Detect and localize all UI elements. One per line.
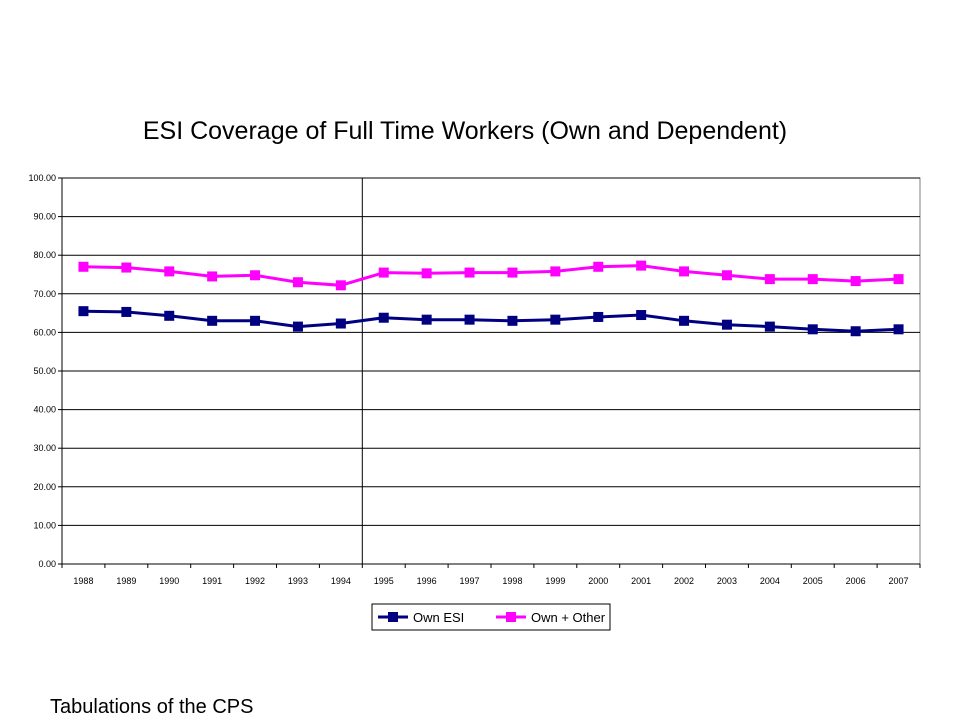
x-tick-label: 1995 bbox=[374, 576, 394, 586]
point-own-other bbox=[636, 260, 647, 271]
footer-note: Tabulations of the CPS bbox=[50, 696, 254, 718]
point-own-other bbox=[250, 270, 261, 281]
y-tick-label: 60.00 bbox=[33, 327, 56, 337]
point-own-other bbox=[378, 267, 389, 278]
plot-area: 0.00 10.00 20.00 30.00 40.00 50.00 60.00 70.00 8… bbox=[28, 173, 921, 586]
x-tick-label: 2002 bbox=[674, 576, 694, 586]
point-own-esi bbox=[164, 310, 175, 321]
series-line-own-esi bbox=[83, 309, 899, 333]
y-tick-label: 80.00 bbox=[33, 250, 56, 260]
y-tick-label: 70.00 bbox=[33, 289, 56, 299]
point-own-esi bbox=[78, 306, 89, 317]
point-own-other bbox=[335, 280, 346, 291]
legend-label-own-other: Own + Other bbox=[531, 610, 606, 625]
point-own-other bbox=[764, 274, 775, 285]
point-own-other bbox=[593, 261, 604, 272]
point-own-other bbox=[893, 274, 904, 285]
x-tick-label: 1999 bbox=[545, 576, 565, 586]
point-own-esi bbox=[207, 315, 218, 326]
legend-swatch-marker-own-esi bbox=[388, 612, 398, 622]
x-tick-label: 2006 bbox=[846, 576, 866, 586]
point-own-esi bbox=[764, 321, 775, 332]
x-tick-label: 1990 bbox=[159, 576, 179, 586]
legend-swatch-marker-own-other bbox=[506, 612, 516, 622]
point-own-other bbox=[292, 277, 303, 288]
point-own-other bbox=[207, 271, 218, 282]
x-tick-label: 2001 bbox=[631, 576, 651, 586]
point-own-esi bbox=[507, 315, 518, 326]
series-line-own-other bbox=[83, 264, 899, 287]
x-tick-label: 1993 bbox=[288, 576, 308, 586]
point-own-esi bbox=[550, 314, 561, 325]
point-own-esi bbox=[335, 318, 346, 329]
y-tick-label: 50.00 bbox=[33, 366, 56, 376]
legend-label-own-esi: Own ESI bbox=[413, 610, 464, 625]
point-own-esi bbox=[636, 310, 647, 321]
legend: Own ESI Own + Other bbox=[371, 603, 611, 631]
point-own-other bbox=[421, 268, 432, 279]
point-own-esi bbox=[679, 315, 690, 326]
x-tick-label: 2004 bbox=[760, 576, 780, 586]
point-own-other bbox=[807, 274, 818, 285]
point-own-esi bbox=[893, 324, 904, 335]
x-tick-label: 1994 bbox=[331, 576, 351, 586]
x-tick-label: 2003 bbox=[717, 576, 737, 586]
point-own-esi bbox=[250, 315, 261, 326]
point-own-esi bbox=[121, 306, 132, 317]
point-own-esi bbox=[593, 311, 604, 322]
x-tick-label: 1997 bbox=[460, 576, 480, 586]
x-tick-label: 1988 bbox=[73, 576, 93, 586]
chart-title: ESI Coverage of Full Time Workers (Own a… bbox=[143, 117, 787, 145]
y-tick-label: 100.00 bbox=[28, 173, 56, 183]
point-own-other bbox=[550, 266, 561, 277]
point-own-other bbox=[721, 270, 732, 281]
point-own-esi bbox=[464, 314, 475, 325]
point-own-other bbox=[121, 262, 132, 273]
y-tick-label: 20.00 bbox=[33, 482, 56, 492]
x-tick-label: 2000 bbox=[588, 576, 608, 586]
point-own-other bbox=[850, 276, 861, 287]
x-tick-label: 1996 bbox=[417, 576, 437, 586]
x-tick-label: 2005 bbox=[803, 576, 823, 586]
y-tick-label: 90.00 bbox=[33, 212, 56, 222]
point-own-esi bbox=[378, 312, 389, 323]
point-own-other bbox=[679, 266, 690, 277]
x-tick-label: 1998 bbox=[502, 576, 522, 586]
x-tick-label: 1992 bbox=[245, 576, 265, 586]
x-tick-label: 1989 bbox=[116, 576, 136, 586]
y-tick-label: 30.00 bbox=[33, 443, 56, 453]
legend-box bbox=[371, 603, 611, 631]
y-tick-label: 40.00 bbox=[33, 405, 56, 415]
point-own-other bbox=[464, 267, 475, 278]
y-tick-label: 0.00 bbox=[38, 559, 56, 569]
point-own-esi bbox=[421, 314, 432, 325]
point-own-esi bbox=[292, 321, 303, 332]
point-own-other bbox=[78, 261, 89, 272]
point-own-other bbox=[507, 267, 518, 278]
x-tick-label: 1991 bbox=[202, 576, 222, 586]
point-own-esi bbox=[850, 326, 861, 337]
x-tick-label: 2007 bbox=[889, 576, 909, 586]
point-own-other bbox=[164, 266, 175, 277]
point-own-esi bbox=[807, 324, 818, 335]
point-own-esi bbox=[721, 319, 732, 330]
y-tick-label: 10.00 bbox=[33, 520, 56, 530]
